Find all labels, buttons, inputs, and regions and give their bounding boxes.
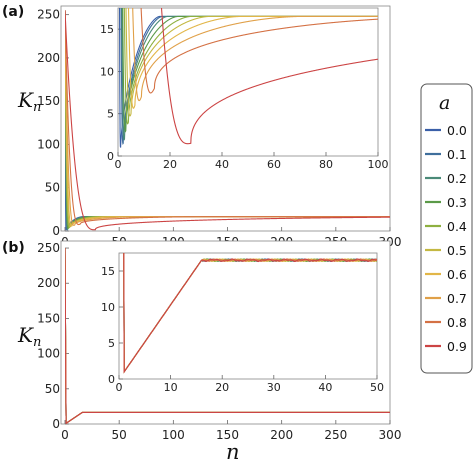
y-axis-title-a-sub: n [33,100,41,115]
panel-label-a: (a) [2,4,24,20]
svg-text:Kn: Kn [17,88,41,115]
x-tick-label: 0 [116,381,123,394]
y-tick-label: 15 [100,23,114,36]
legend-label: 0.7 [447,291,467,306]
y-tick-label: 250 [37,241,60,255]
series-line-a-0.8 [65,10,390,226]
legend-box [420,83,473,374]
legend-label: 0.0 [447,123,467,138]
legend-label: 0.3 [447,195,467,210]
x-tick-label: 0 [115,158,122,171]
y-axis-title-a: Kn [17,88,41,115]
legend-label: 0.5 [447,243,467,258]
panel-a-inset: 0 20 40 60 80 100 0 5 10 15 [100,7,389,171]
panel-a-inset-ticks: 0 20 40 60 80 100 0 5 10 15 [100,23,389,171]
svg-text:Kn: Kn [17,323,41,350]
panel-b-inset-ticks: 0 10 20 30 40 50 0 5 10 15 [101,265,384,394]
y-tick-label: 100 [37,137,60,151]
legend-label: 0.4 [447,219,467,234]
y-axis-title-a-main: K [17,88,34,112]
y-tick-label: 5 [108,337,115,350]
x-tick-label: 20 [163,158,177,171]
legend: a 0.0 0.1 0.2 0.3 0.4 0.5 0.6 0.7 0.8 0.9 [420,83,473,374]
y-tick-label: 10 [100,65,114,78]
y-tick-label: 150 [37,94,60,108]
y-tick-label: 0 [52,417,60,431]
legend-label: 0.2 [447,171,467,186]
series-line-a-0.9 [65,10,390,231]
x-tick-label: 40 [318,381,332,394]
x-tick-label: 50 [112,428,127,442]
y-tick-label: 0 [108,373,115,386]
series-line-a-0.9 [65,248,390,424]
series-line-a-0.8 [140,8,378,94]
y-tick-label: 200 [37,51,60,65]
x-tick-label: 10 [164,381,178,394]
y-tick-label: 200 [37,276,60,290]
y-tick-label: 50 [45,181,60,195]
legend-label: 0.1 [447,147,467,162]
y-tick-label: 0 [52,224,60,238]
panel-b-series [65,248,390,424]
x-tick-label: 60 [267,158,281,171]
legend-label: 0.8 [447,315,467,330]
panel-b-inset: 0 10 20 30 40 50 0 5 10 15 [101,252,384,394]
x-tick-label: 150 [216,428,239,442]
x-tick-label: 100 [368,158,389,171]
y-tick-label: 15 [101,265,115,278]
panel-a-inset-series [119,8,378,148]
panel-b-inset-frame [118,252,378,380]
series-line-a-0.9 [160,8,378,145]
y-tick-label: 100 [37,347,60,361]
x-tick-label: 30 [267,381,281,394]
y-tick-label: 5 [107,108,114,121]
y-tick-label: 50 [45,382,60,396]
x-axis-title: n [226,440,240,464]
legend-title: a [439,92,450,114]
x-tick-label: 250 [324,428,347,442]
y-tick-label: 150 [37,311,60,325]
x-tick-label: 100 [162,428,185,442]
y-tick-label: 250 [37,8,60,22]
legend-label: 0.9 [447,339,467,354]
x-tick-label: 300 [379,428,402,442]
x-tick-label: 50 [370,381,384,394]
x-tick-label: 80 [319,158,333,171]
y-axis-title-b-sub: n [33,335,41,350]
x-tick-label: 20 [215,381,229,394]
y-axis-title-b: Kn [17,323,41,350]
panel-b-inset-series [123,253,377,374]
series-line-a-0.9 [123,253,377,374]
legend-label: 0.6 [447,267,467,282]
x-tick-label: 200 [270,428,293,442]
panel-a-series [65,10,390,231]
series-line-a-0.7 [132,8,378,102]
x-tick-label: 40 [215,158,229,171]
panel-label-b: (b) [2,240,25,256]
x-tick-label: 0 [61,428,69,442]
legend-items: 0.0 0.1 0.2 0.3 0.4 0.5 0.6 0.7 0.8 0.9 [425,123,467,354]
y-tick-label: 0 [107,150,114,163]
y-tick-label: 10 [101,301,115,314]
y-axis-title-b-main: K [17,323,34,347]
